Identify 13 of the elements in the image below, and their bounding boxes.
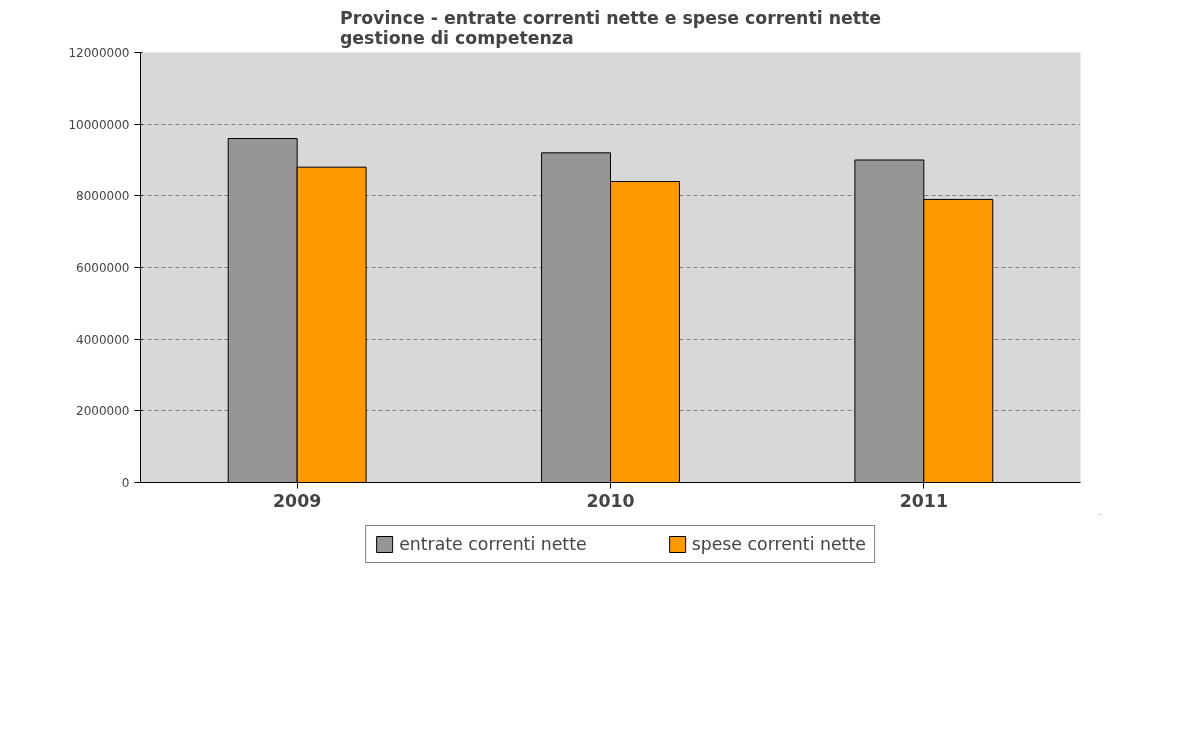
y-tick-label: 10000000 bbox=[68, 117, 130, 132]
legend-label: entrate correnti nette bbox=[399, 534, 587, 554]
y-tick-label: 8000000 bbox=[76, 189, 130, 204]
y-tick-label: 4000000 bbox=[76, 332, 130, 347]
y-tick-label: 12000000 bbox=[68, 46, 130, 60]
y-tick-label: 0 bbox=[121, 476, 130, 490]
legend-label: spese correnti nette bbox=[691, 534, 866, 554]
x-tick-label: 2011 bbox=[899, 490, 948, 511]
y-tick-label: 2000000 bbox=[76, 404, 130, 419]
x-tick-label: 2010 bbox=[586, 490, 635, 511]
chart-title: Province - entrate correnti nette e spese correnti nette gestione di competenza bbox=[339, 7, 882, 48]
x-tick-label: 2009 bbox=[273, 490, 322, 511]
y-tick-label: 6000000 bbox=[76, 261, 130, 275]
